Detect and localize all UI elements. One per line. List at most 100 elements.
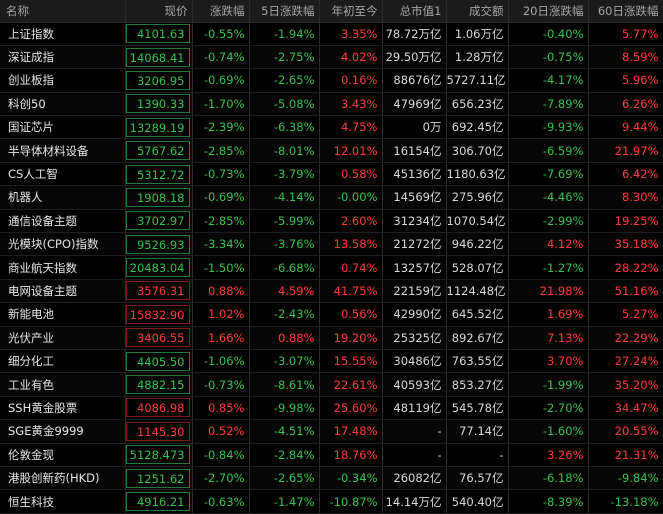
name-cell[interactable]: 恒生科技 (0, 489, 126, 514)
name-cell[interactable]: 上证指数 (0, 22, 126, 46)
header-5d-change[interactable]: 5日涨跌幅 (249, 0, 320, 23)
change-pct-cell: -0.69% (192, 68, 250, 93)
name-cell[interactable]: 光模块(CPO)指数 (0, 232, 126, 257)
change-20d-cell: -1.60% (508, 419, 589, 444)
name-cell[interactable]: SGE黄金9999 (0, 419, 126, 444)
price-cell-wrap: 5128.473 (125, 443, 193, 467)
name-cell[interactable]: 电网设备主题 (0, 279, 126, 304)
change-5d-cell: -3.76% (249, 232, 320, 257)
name-cell[interactable]: 光伏产业 (0, 326, 126, 350)
name-cell[interactable]: 港股创新药(HKD) (0, 466, 126, 491)
turnover-cell: 77.14亿 (446, 419, 509, 444)
price-value: 3702.97 (125, 211, 190, 231)
header-price[interactable]: 现价 (125, 0, 193, 23)
change-5d-cell: -1.47% (249, 489, 320, 514)
table-row[interactable]: 半导体材料设备 5767.62 -2.85% -8.01% 12.01% 16154亿 30… (0, 138, 663, 163)
table-row[interactable]: 通信设备主题 3702.97 -2.85% -5.99% 2.60% 31234亿 1070… (0, 209, 663, 234)
table-row[interactable]: 深证成指 14068.41 -0.74% -2.75% 4.02% 29.50万亿 1.28… (0, 45, 663, 70)
table-row[interactable]: 恒生科技 4916.21 -0.63% -1.47% -10.87% 14.14万亿 540… (0, 489, 663, 514)
ytd-cell: 4.02% (319, 45, 383, 70)
table-row[interactable]: 工业有色 4882.15 -0.73% -8.61% 22.61% 40593亿 853.2… (0, 372, 663, 397)
table-row[interactable]: CS人工智 5312.72 -0.73% -3.79% 0.58% 45136亿 1180.… (0, 162, 663, 187)
table-row[interactable]: 创业板指 3206.95 -0.69% -2.65% 0.16% 88676亿 5727.1… (0, 68, 663, 93)
table-row[interactable]: 电网设备主题 3576.31 0.88% 4.59% 41.75% 22159亿 1124.… (0, 279, 663, 304)
table-row[interactable]: 商业航天指数 20483.04 -1.50% -6.68% 0.74% 13257亿 528… (0, 255, 663, 280)
turnover-cell: 1124.48亿 (446, 279, 509, 304)
header-change-pct[interactable]: 涨跌幅 (192, 0, 250, 23)
name-cell[interactable]: SSH黄金股票 (0, 396, 126, 421)
market-cap-cell: 14569亿 (382, 185, 447, 210)
change-5d-cell: -4.51% (249, 419, 320, 444)
change-pct-cell: -2.39% (192, 115, 250, 140)
change-5d-cell: -1.94% (249, 22, 320, 46)
header-market-cap[interactable]: 总市值1 (382, 0, 447, 23)
table-row[interactable]: 科创50 1390.33 -1.70% -5.08% 3.43% 47969亿 656.23… (0, 92, 663, 117)
name-cell[interactable]: CS人工智 (0, 162, 126, 187)
market-cap-cell: 42990亿 (382, 302, 447, 327)
turnover-cell: 892.67亿 (446, 326, 509, 350)
table-row[interactable]: 机器人 1908.18 -0.69% -4.14% -0.00% 14569亿 275.96… (0, 185, 663, 210)
ytd-cell: 0.16% (319, 68, 383, 93)
change-pct-cell: -0.73% (192, 162, 250, 187)
table-row[interactable]: 光模块(CPO)指数 9526.93 -3.34% -3.76% 13.58% 21272… (0, 232, 663, 257)
price-value: 4882.15 (125, 375, 190, 395)
name-cell[interactable]: 工业有色 (0, 372, 126, 397)
table-row[interactable]: 细分化工 4405.50 -1.06% -3.07% 15.55% 30486亿 763.5… (0, 349, 663, 374)
table-row[interactable]: SSH黄金股票 4086.98 0.85% -9.98% 25.60% 48119亿 545… (0, 396, 663, 421)
price-value: 4101.63 (125, 24, 190, 44)
price-value: 3406.55 (125, 328, 190, 348)
name-cell[interactable]: 通信设备主题 (0, 209, 126, 234)
turnover-cell: 692.45亿 (446, 115, 509, 140)
ytd-cell: 41.75% (319, 279, 383, 304)
name-cell[interactable]: 细分化工 (0, 349, 126, 374)
name-cell[interactable]: 机器人 (0, 185, 126, 210)
turnover-cell: 1.06万亿 (446, 22, 509, 46)
name-cell[interactable]: 深证成指 (0, 45, 126, 70)
name-cell[interactable]: 半导体材料设备 (0, 138, 126, 163)
name-cell[interactable]: 科创50 (0, 92, 126, 117)
name-cell[interactable]: 新能电池 (0, 302, 126, 327)
price-value: 14068.41 (125, 47, 190, 67)
header-turnover[interactable]: 成交额 (446, 0, 509, 23)
market-cap-cell: 22159亿 (382, 279, 447, 304)
change-5d-cell: -3.07% (249, 349, 320, 374)
change-pct-cell: -0.84% (192, 443, 250, 467)
change-pct-cell: -1.06% (192, 349, 250, 374)
change-pct-cell: 0.52% (192, 419, 250, 444)
price-value: 15832.90 (125, 304, 190, 324)
change-60d-cell: -9.84% (588, 466, 663, 491)
name-cell[interactable]: 国证芯片 (0, 115, 126, 140)
name-cell[interactable]: 伦敦金现 (0, 443, 126, 467)
change-20d-cell: -9.93% (508, 115, 589, 140)
change-20d-cell: -4.46% (508, 185, 589, 210)
table-row[interactable]: 光伏产业 3406.55 1.66% 0.88% 19.20% 25325亿 892.67亿… (0, 326, 663, 350)
change-60d-cell: 21.97% (588, 138, 663, 163)
change-5d-cell: -2.84% (249, 443, 320, 467)
table-row[interactable]: 伦敦金现 5128.473 -0.84% -2.84% 18.76% - -3.26% 21.… (0, 443, 663, 467)
change-20d-cell: 7.13% (508, 326, 589, 350)
table-row[interactable]: 新能电池 15832.90 1.02% -2.43% 0.56% 42990亿 645.52… (0, 302, 663, 327)
table-row[interactable]: SGE黄金9999 1145.30 0.52% -4.51% 17.48% -77.14亿… (0, 419, 663, 444)
header-60d-change[interactable]: 60日涨跌幅 (588, 0, 663, 23)
header-20d-change[interactable]: 20日涨跌幅 (508, 0, 589, 23)
change-20d-cell: -7.89% (508, 92, 589, 117)
name-cell[interactable]: 创业板指 (0, 68, 126, 93)
header-name[interactable]: 名称 (0, 0, 126, 23)
turnover-cell: - (446, 443, 509, 467)
table-row[interactable]: 国证芯片 13289.19 -2.39% -6.38% 4.75% 0万 692.45亿 -9… (0, 115, 663, 140)
ytd-cell: 13.58% (319, 232, 383, 257)
market-cap-cell: 14.14万亿 (382, 489, 447, 514)
change-5d-cell: -2.65% (249, 466, 320, 491)
price-cell-wrap: 5312.72 (125, 162, 193, 187)
market-cap-cell: 16154亿 (382, 138, 447, 163)
change-20d-cell: -6.59% (508, 138, 589, 163)
change-5d-cell: -6.68% (249, 255, 320, 280)
change-20d-cell: -7.69% (508, 162, 589, 187)
header-ytd[interactable]: 年初至今 (319, 0, 383, 23)
table-row[interactable]: 上证指数 4101.63 -0.55% -1.94% 3.35% 78.72万亿 1.06万… (0, 22, 663, 46)
table-row[interactable]: 港股创新药(HKD) 1251.62 -2.70% -2.65% -0.34% 26082… (0, 466, 663, 491)
name-cell[interactable]: 商业航天指数 (0, 255, 126, 280)
change-60d-cell: 27.24% (588, 349, 663, 374)
price-value: 13289.19 (125, 117, 190, 137)
